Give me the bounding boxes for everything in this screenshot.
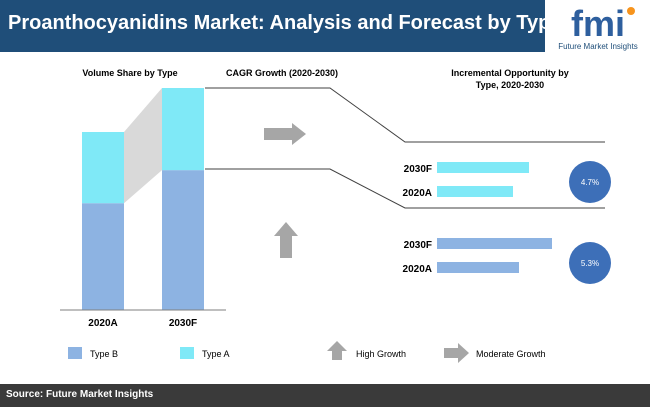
incremental-opportunity-title-line2: Type, 2020-2030 (476, 80, 544, 90)
legend-type-b: Type B (90, 349, 118, 359)
cagr-value-label: 4.7% (581, 178, 599, 187)
y-tick-label: 2020A (403, 188, 432, 199)
cagr-growth-title: CAGR Growth (2020-2030) (226, 68, 338, 78)
legend-high-growth: High Growth (356, 349, 406, 359)
x-tick-label: 2020A (88, 318, 117, 329)
cagr-value-label: 5.3% (581, 259, 599, 268)
moderate-growth-arrow-icon (264, 123, 306, 145)
cagr-circle (569, 161, 611, 203)
connector-line-top (205, 87, 605, 143)
legend-swatch-type-a (180, 347, 194, 359)
x-tick-label: 2030F (169, 318, 197, 329)
incremental-opportunity-chart: 2030F 2020A 4.7% 2030F 2020A 5.3% (403, 161, 611, 284)
fmi-logo-mark: fmi (571, 3, 635, 44)
incremental-opportunity-title: Incremental Opportunity by (451, 68, 569, 78)
header-banner: Proanthocyanidins Market: Analysis and F… (0, 0, 562, 52)
bar-2030F-type-b (162, 170, 204, 310)
footer-bar: Source: Future Market Insights (0, 384, 650, 407)
volume-share-chart: 2020A 2030F (60, 88, 226, 329)
infographic-canvas: Volume Share by Type CAGR Growth (2020-2… (60, 68, 611, 363)
bar-2030F-type-a (162, 88, 204, 171)
y-tick-label: 2020A (403, 264, 432, 275)
bar-2020A-type-b (82, 203, 124, 310)
hbar-type-b-2020A (437, 262, 519, 273)
share-shift-band (124, 88, 162, 204)
legend-type-a: Type A (202, 349, 230, 359)
bar-2020A-type-a (82, 132, 124, 204)
volume-share-title: Volume Share by Type (82, 68, 177, 78)
hbar-type-a-2030F (437, 162, 529, 173)
cagr-circle (569, 242, 611, 284)
y-tick-label: 2030F (404, 240, 432, 251)
high-growth-arrow-icon (274, 222, 298, 258)
page-title: Proanthocyanidins Market: Analysis and F… (8, 12, 562, 34)
legend-high-growth-icon (327, 341, 347, 360)
fmi-logo-letters: fmi (571, 3, 625, 44)
connector-line-bottom (205, 168, 605, 209)
legend-moderate-growth-icon (444, 343, 469, 363)
legend-swatch-type-b (68, 347, 82, 359)
fmi-logo: fmi Future Market Insights (548, 2, 648, 58)
hbar-type-a-2020A (437, 186, 513, 197)
logo-dot (627, 7, 635, 15)
logo-name: Future Market Insights (558, 42, 638, 51)
hbar-type-b-2030F (437, 238, 552, 249)
legend-moderate-growth: Moderate Growth (476, 349, 546, 359)
source-note: Source: Future Market Insights (6, 389, 154, 400)
y-tick-label: 2030F (404, 164, 432, 175)
